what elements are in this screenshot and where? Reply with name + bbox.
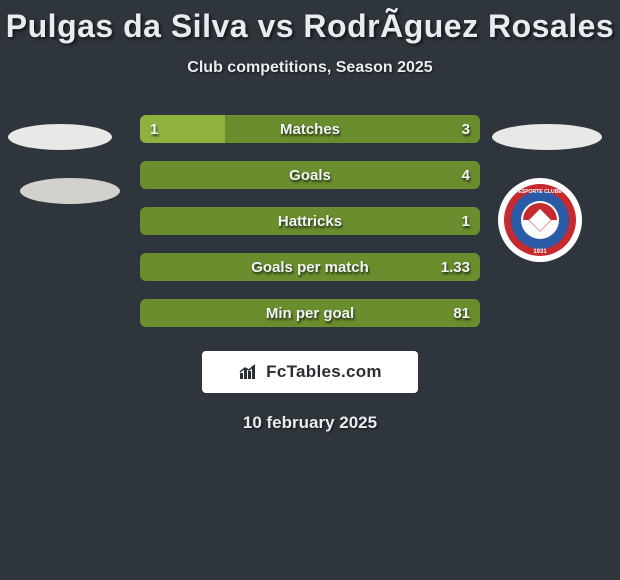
- brand-box[interactable]: FcTables.com: [202, 351, 418, 393]
- stat-bar-fill: [140, 115, 225, 143]
- stat-bar: [140, 115, 480, 143]
- brand-text: FcTables.com: [266, 362, 382, 382]
- stat-row: Matches13: [0, 115, 620, 143]
- stat-bar-rest: [140, 207, 480, 235]
- stat-row: Goals4: [0, 161, 620, 189]
- stat-bar: [140, 253, 480, 281]
- comparison-card: Pulgas da Silva vs RodrÃ­guez Rosales Cl…: [0, 0, 620, 580]
- bar-chart-icon: [238, 363, 260, 381]
- stat-row: Hattricks1: [0, 207, 620, 235]
- stat-bar: [140, 299, 480, 327]
- stat-bar-rest: [225, 115, 480, 143]
- subtitle: Club competitions, Season 2025: [0, 59, 620, 77]
- stat-bar-rest: [140, 253, 480, 281]
- page-title: Pulgas da Silva vs RodrÃ­guez Rosales: [0, 0, 620, 45]
- stat-row: Min per goal81: [0, 299, 620, 327]
- stat-bar-rest: [140, 299, 480, 327]
- stat-bar: [140, 207, 480, 235]
- stat-bar: [140, 161, 480, 189]
- stat-bar-rest: [140, 161, 480, 189]
- stat-row: Goals per match1.33: [0, 253, 620, 281]
- badge-text-top: ESPORTE CLUBE: [518, 189, 562, 195]
- date-text: 10 february 2025: [0, 413, 620, 433]
